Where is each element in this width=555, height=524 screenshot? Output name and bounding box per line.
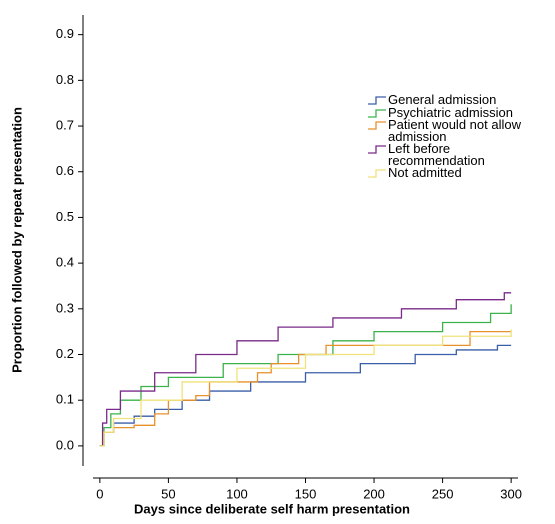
y-tick-label: 0.1	[56, 392, 74, 407]
legend-swatch	[368, 108, 386, 118]
legend-swatch	[368, 169, 386, 178]
legend-label: Patient would not allow admission	[388, 117, 521, 144]
legend-entry: Psychiatric admission	[366, 104, 546, 120]
legend: General admission Psychiatric admission Pa…	[366, 92, 546, 180]
legend-entry: General admission	[366, 92, 546, 107]
legend-line	[368, 169, 386, 178]
series-line	[99, 331, 512, 447]
x-tick-label: 150	[295, 486, 317, 501]
legend-label: General admission	[388, 92, 497, 107]
legend-label: Psychiatric admission	[388, 104, 513, 120]
y-tick-label: 0.0	[56, 437, 74, 452]
legend-entry: Patient would not allow admission	[366, 117, 546, 144]
series-line	[99, 344, 512, 447]
x-tick-label: 0	[96, 486, 103, 501]
series-line	[99, 292, 512, 447]
y-tick-label: 0.6	[56, 163, 74, 178]
legend-entry: Not admitted	[366, 165, 546, 180]
x-tick-label: 300	[500, 486, 522, 501]
legend-line	[368, 145, 386, 154]
legend-line	[368, 108, 386, 118]
x-tick-label: 100	[226, 486, 248, 501]
y-axis-label: Proportion followed by repeat presentati…	[9, 107, 24, 373]
x-tick-label: 250	[432, 486, 454, 501]
legend-swatch	[368, 145, 386, 154]
legend-line	[368, 121, 386, 130]
x-tick-label: 50	[161, 486, 175, 501]
legend-entry: Left before recommendation	[366, 141, 546, 168]
series-line	[99, 304, 512, 447]
legend-label: Not admitted	[388, 165, 462, 180]
y-tick-label: 0.4	[56, 255, 74, 270]
legend-swatch	[368, 96, 386, 105]
series-line	[99, 329, 512, 447]
y-tick-label: 0.5	[56, 209, 74, 224]
x-axis-label: Days since deliberate self harm presenta…	[134, 501, 410, 516]
x-tick-label: 200	[363, 486, 385, 501]
legend-line	[368, 96, 386, 105]
y-tick-label: 0.2	[56, 346, 74, 361]
y-tick-label: 0.7	[56, 117, 74, 132]
y-tick-label: 0.8	[56, 72, 74, 87]
y-tick-label: 0.9	[56, 26, 74, 41]
legend-swatch	[368, 121, 386, 130]
y-tick-label: 0.3	[56, 300, 74, 315]
legend-label: Left before recommendation	[388, 141, 485, 168]
